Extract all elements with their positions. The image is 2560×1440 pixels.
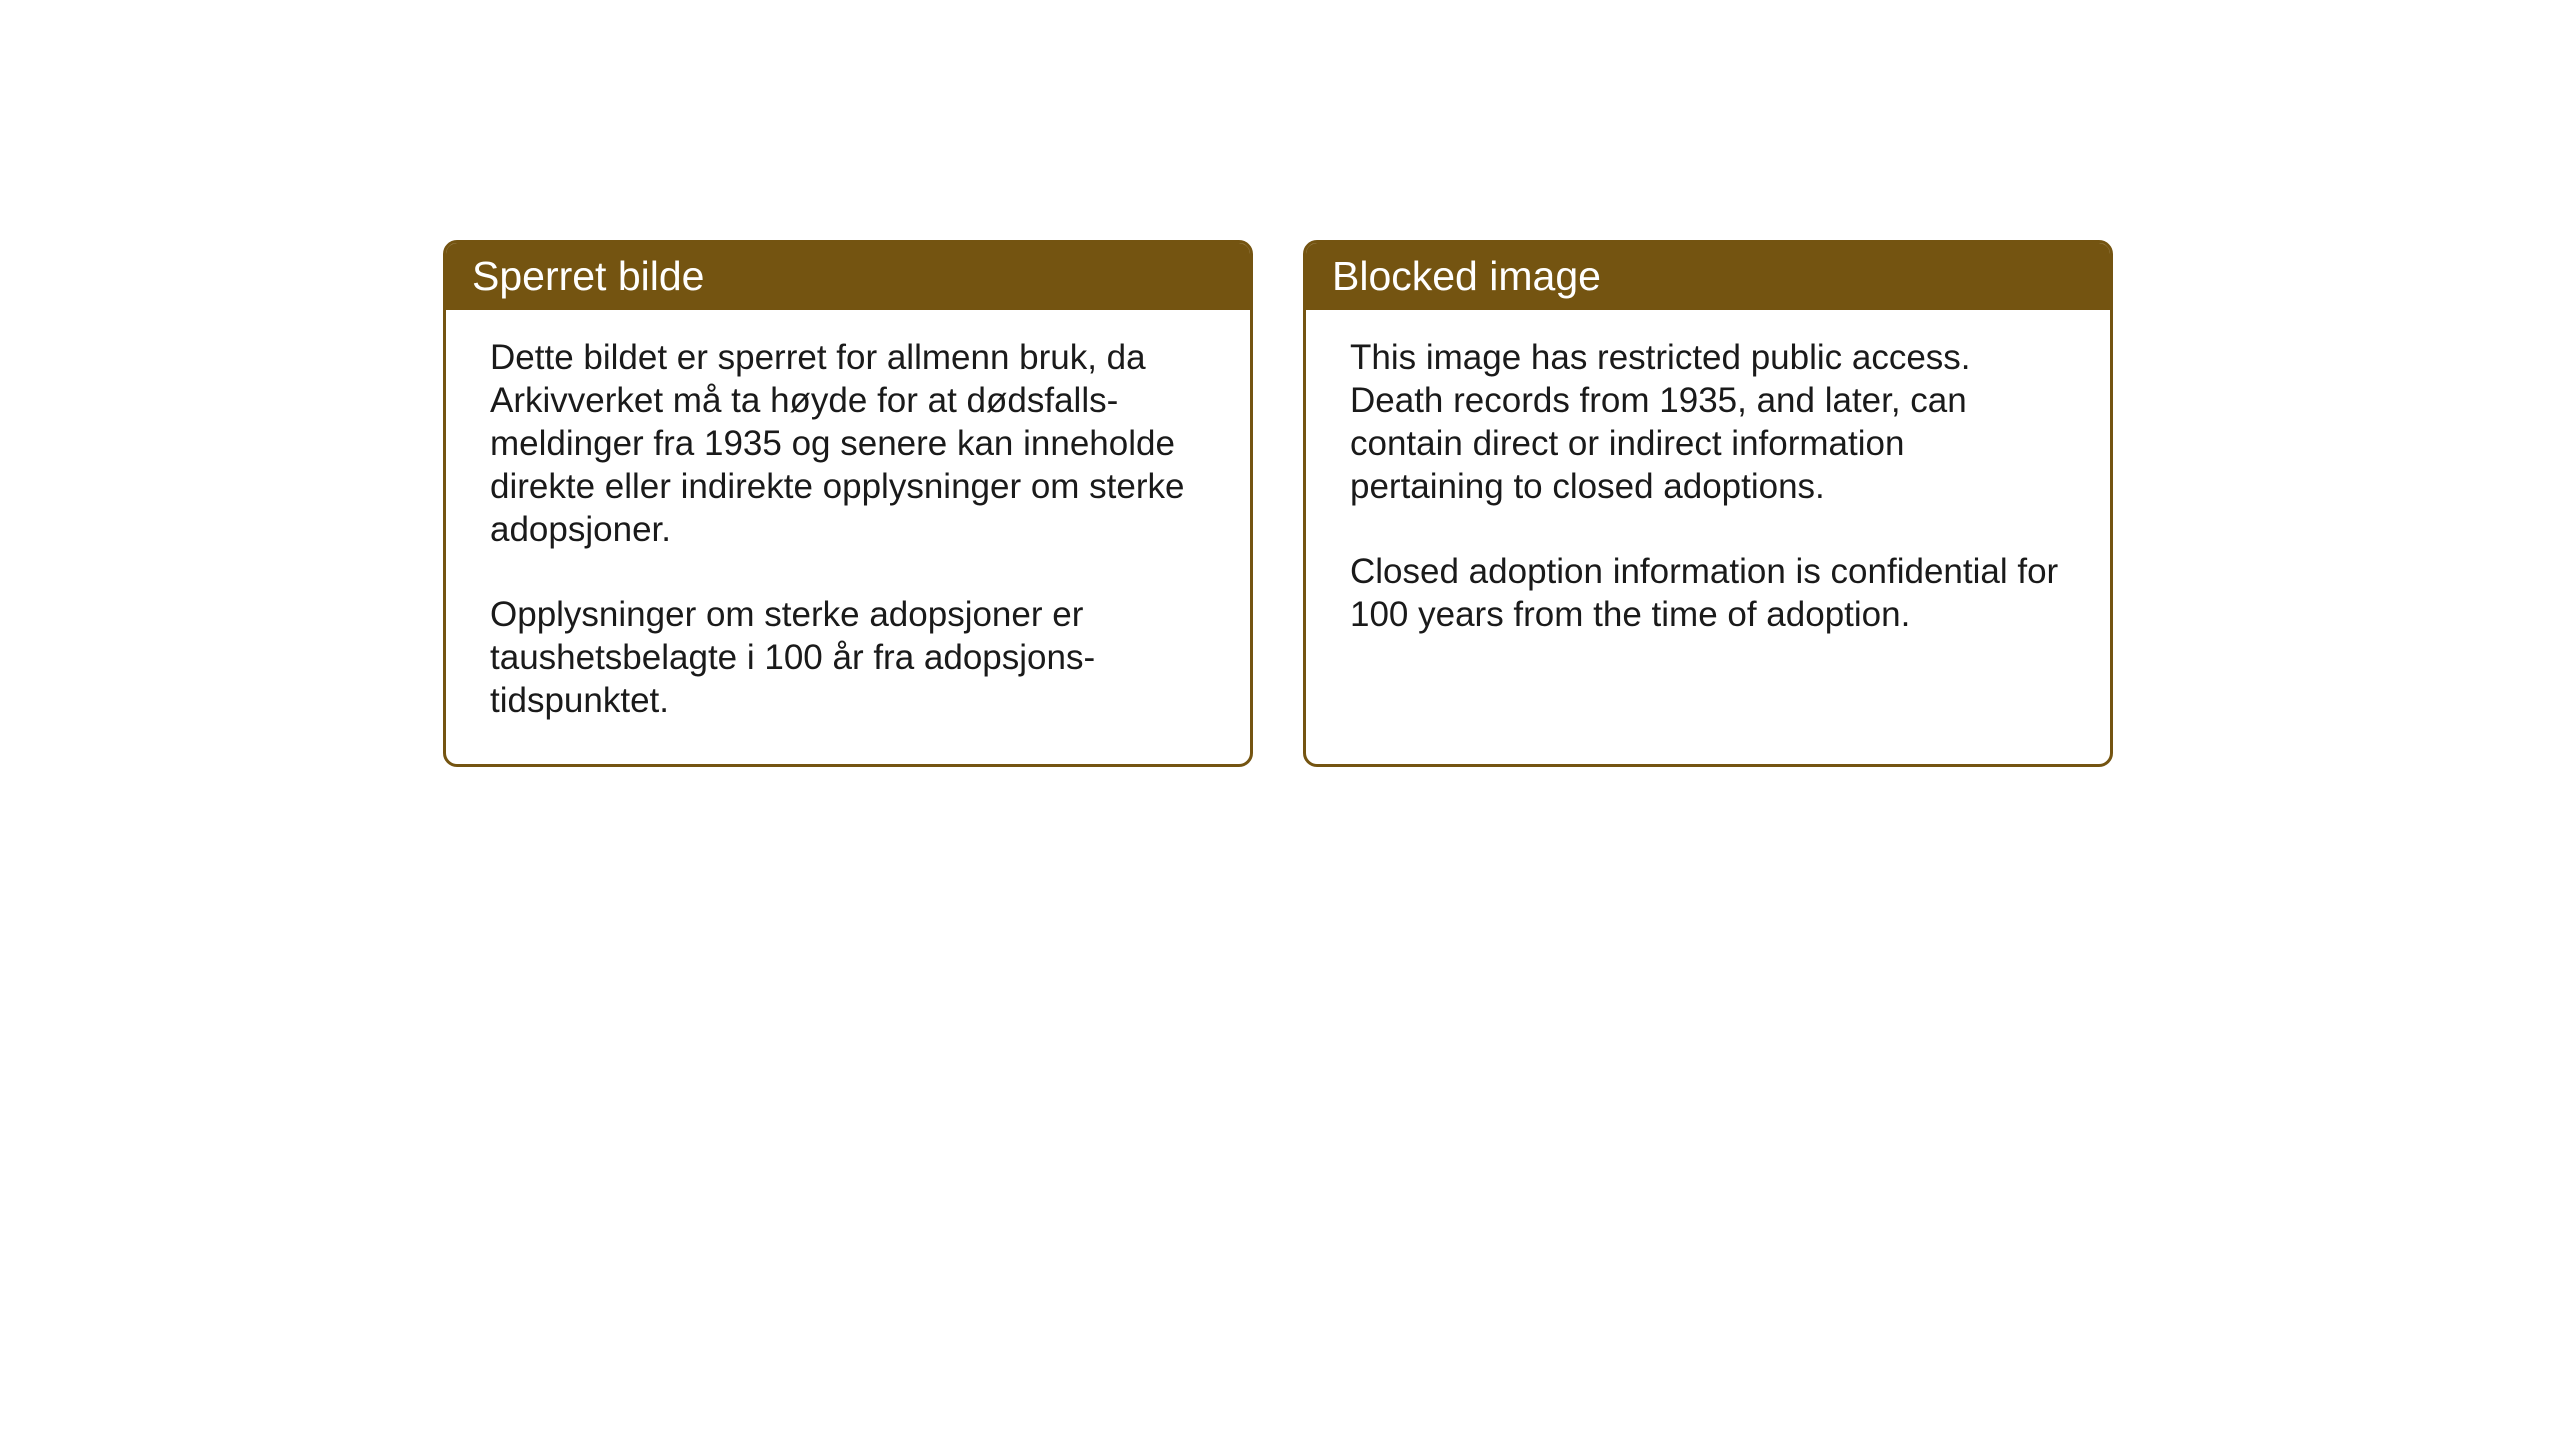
panels-container: Sperret bilde Dette bildet er sperret fo…	[443, 240, 2113, 767]
norwegian-paragraph-1: Dette bildet er sperret for allmenn bruk…	[490, 336, 1206, 551]
english-panel: Blocked image This image has restricted …	[1303, 240, 2113, 767]
norwegian-panel-body: Dette bildet er sperret for allmenn bruk…	[446, 310, 1250, 764]
english-paragraph-2: Closed adoption information is confident…	[1350, 550, 2066, 636]
english-panel-title: Blocked image	[1306, 243, 2110, 310]
norwegian-panel: Sperret bilde Dette bildet er sperret fo…	[443, 240, 1253, 767]
norwegian-panel-title: Sperret bilde	[446, 243, 1250, 310]
norwegian-paragraph-2: Opplysninger om sterke adopsjoner er tau…	[490, 593, 1206, 722]
english-paragraph-1: This image has restricted public access.…	[1350, 336, 2066, 508]
english-panel-body: This image has restricted public access.…	[1306, 310, 2110, 678]
